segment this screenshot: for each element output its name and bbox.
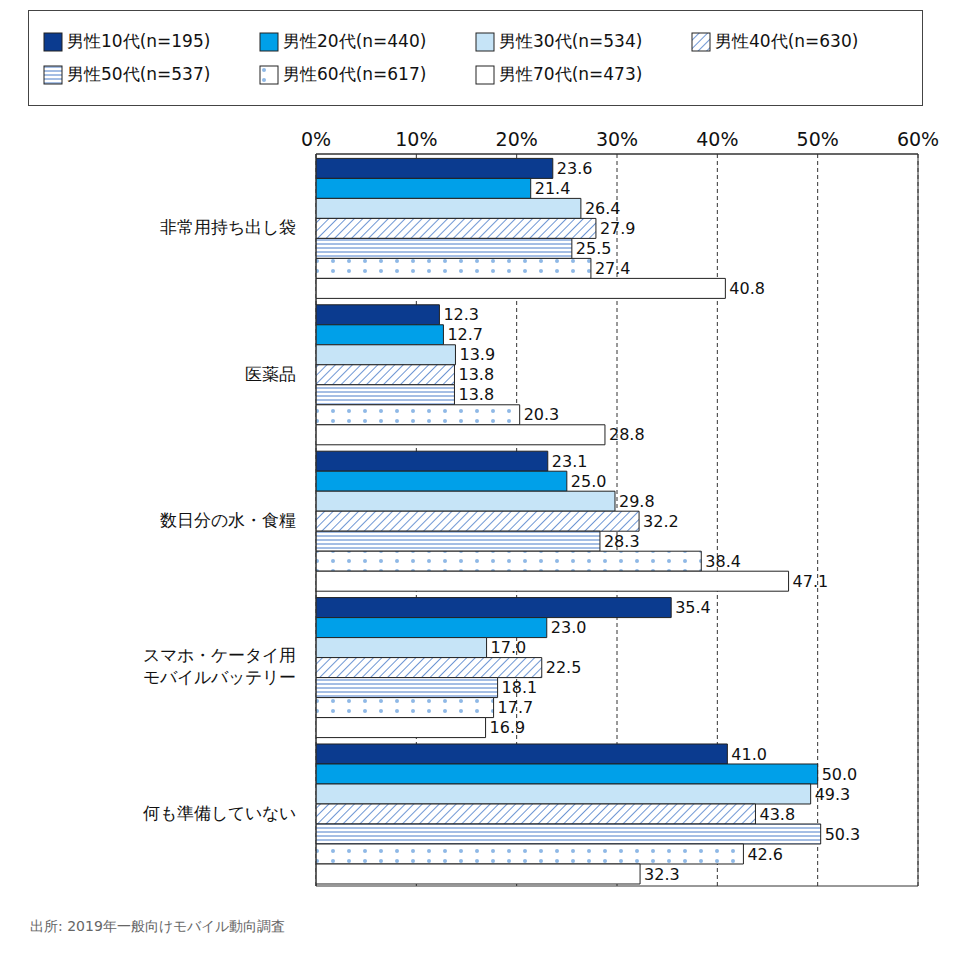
html-text:男性10代(n=195): 男性10代(n=195) bbox=[67, 31, 211, 51]
html-text:男性50代(n=537): 男性50代(n=537) bbox=[67, 64, 211, 84]
svg-text:23.1: 23.1 bbox=[552, 452, 588, 471]
svg-text:32.3: 32.3 bbox=[644, 865, 680, 884]
svg-text:25.5: 25.5 bbox=[576, 239, 612, 258]
svg-text:10%: 10% bbox=[395, 128, 437, 150]
html-text:男性60代(n=617): 男性60代(n=617) bbox=[283, 64, 427, 84]
svg-text:13.8: 13.8 bbox=[458, 385, 494, 404]
svg-text:40%: 40% bbox=[696, 128, 738, 150]
svg-text:50%: 50% bbox=[797, 128, 839, 150]
svg-text:40.8: 40.8 bbox=[729, 279, 765, 298]
svg-text:スマホ・ケータイ用モバイルバッテリー: スマホ・ケータイ用モバイルバッテリー bbox=[143, 645, 296, 687]
svg-text:25.0: 25.0 bbox=[571, 472, 607, 491]
svg-text:42.6: 42.6 bbox=[747, 845, 783, 864]
svg-text:12.3: 12.3 bbox=[443, 305, 479, 324]
svg-text:27.4: 27.4 bbox=[595, 259, 631, 278]
svg-text:17.0: 17.0 bbox=[491, 638, 527, 657]
svg-text:32.2: 32.2 bbox=[643, 512, 679, 531]
svg-text:21.4: 21.4 bbox=[535, 179, 571, 198]
svg-text:0%: 0% bbox=[301, 128, 331, 150]
svg-text:27.9: 27.9 bbox=[600, 219, 636, 238]
svg-text:49.3: 49.3 bbox=[815, 785, 851, 804]
html-text:男性70代(n=473): 男性70代(n=473) bbox=[499, 64, 643, 84]
svg-text:22.5: 22.5 bbox=[546, 658, 582, 677]
svg-text:26.4: 26.4 bbox=[585, 199, 621, 218]
svg-text:18.1: 18.1 bbox=[502, 678, 538, 697]
html-text:男性30代(n=534): 男性30代(n=534) bbox=[499, 31, 643, 51]
svg-text:50.3: 50.3 bbox=[825, 825, 861, 844]
svg-text:17.7: 17.7 bbox=[498, 698, 534, 717]
svg-text:13.8: 13.8 bbox=[458, 365, 494, 384]
svg-text:23.6: 23.6 bbox=[557, 159, 593, 178]
svg-text:16.9: 16.9 bbox=[490, 718, 526, 737]
svg-text:12.7: 12.7 bbox=[447, 325, 483, 344]
svg-text:29.8: 29.8 bbox=[619, 492, 655, 511]
svg-text:20.3: 20.3 bbox=[524, 405, 560, 424]
svg-text:60%: 60% bbox=[897, 128, 939, 150]
svg-text:13.9: 13.9 bbox=[459, 345, 495, 364]
svg-text:23.0: 23.0 bbox=[551, 618, 587, 637]
svg-text:47.1: 47.1 bbox=[793, 572, 829, 591]
svg-text:43.8: 43.8 bbox=[759, 805, 795, 824]
svg-text:50.0: 50.0 bbox=[822, 765, 858, 784]
svg-text:35.4: 35.4 bbox=[675, 598, 711, 617]
html-text:男性20代(n=440): 男性20代(n=440) bbox=[283, 31, 427, 51]
html-text:出所: 2019年一般向けモバイル動向調査: 出所: 2019年一般向けモバイル動向調査 bbox=[30, 918, 285, 934]
svg-text:41.0: 41.0 bbox=[731, 745, 767, 764]
svg-text:数日分の水・食糧: 数日分の水・食糧 bbox=[160, 510, 296, 530]
svg-text:何も準備していない: 何も準備していない bbox=[143, 803, 296, 823]
html-text:男性40代(n=630): 男性40代(n=630) bbox=[715, 31, 859, 51]
svg-text:30%: 30% bbox=[596, 128, 638, 150]
svg-text:28.3: 28.3 bbox=[604, 532, 640, 551]
svg-text:非常用持ち出し袋: 非常用持ち出し袋 bbox=[160, 217, 296, 237]
svg-text:28.8: 28.8 bbox=[609, 425, 645, 444]
svg-text:38.4: 38.4 bbox=[705, 552, 741, 571]
svg-text:医薬品: 医薬品 bbox=[245, 364, 296, 384]
svg-text:20%: 20% bbox=[496, 128, 538, 150]
